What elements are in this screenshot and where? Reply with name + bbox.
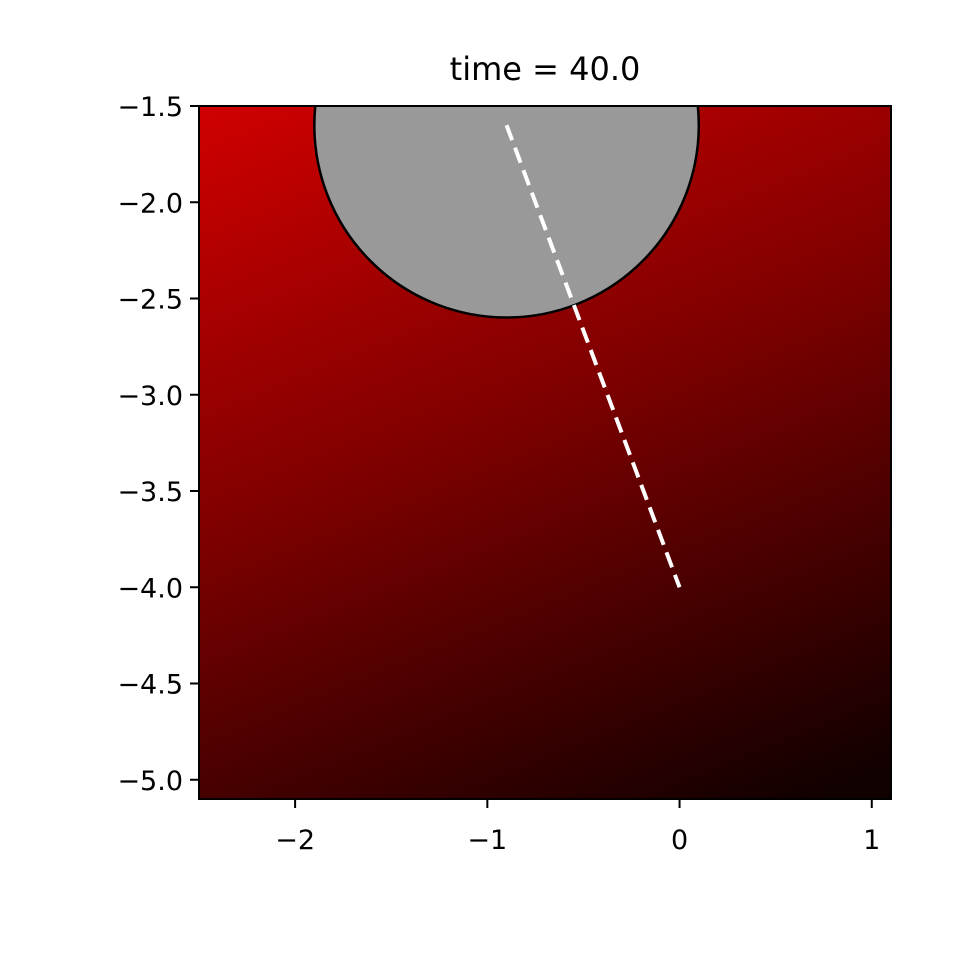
y-tick-label: −1.5 — [117, 92, 183, 123]
plot-area — [199, 106, 891, 799]
grey-circle — [313, 106, 700, 319]
y-axis: −1.5 −2.0 −2.5 −3.0 −3.5 −4.0 −4.5 −5.0 — [117, 92, 199, 797]
x-tick-label: −1 — [467, 825, 507, 856]
y-tick-label: −2.0 — [117, 188, 183, 219]
y-tick-label: −3.5 — [117, 477, 183, 508]
x-tick-label: −2 — [275, 825, 315, 856]
y-tick-label: −5.0 — [117, 766, 183, 797]
y-tick-label: −2.5 — [117, 285, 183, 316]
chart-title: time = 40.0 — [450, 50, 641, 88]
y-tick-label: −3.0 — [117, 381, 183, 412]
y-tick-label: −4.5 — [117, 670, 183, 701]
x-tick-label: 1 — [863, 825, 880, 856]
dashed-trajectory-line — [504, 124, 682, 588]
axes-frame — [198, 105, 892, 800]
x-axis: −2 −1 0 1 — [275, 799, 880, 856]
y-tick-label: −4.0 — [117, 573, 183, 604]
x-tick-label: 0 — [671, 825, 688, 856]
